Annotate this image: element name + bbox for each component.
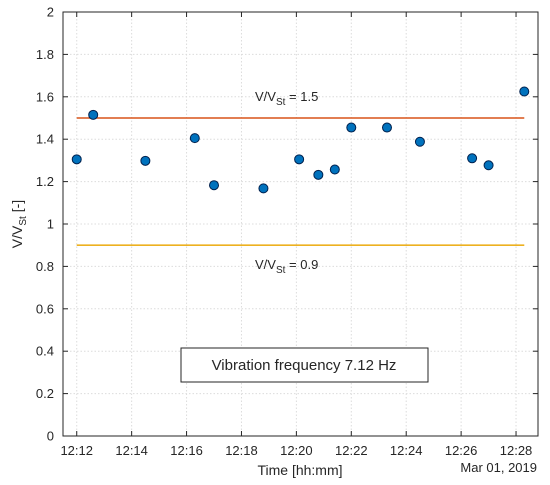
y-tick-label: 0.4 xyxy=(36,344,54,359)
x-tick-label: 12:18 xyxy=(225,443,258,458)
x-axis-label: Time [hh:mm] xyxy=(257,462,342,478)
hline-lower-label: V/VSt = 0.9 xyxy=(255,257,318,276)
data-point xyxy=(483,160,494,171)
data-point xyxy=(209,180,220,191)
data-point xyxy=(88,109,99,120)
x-axis-ticks: 12:12 12:14 12:16 12:18 12:20 12:22 12:24 12:26… xyxy=(60,12,532,458)
y-tick-label: 2 xyxy=(47,5,54,20)
y-tick-label: 1.2 xyxy=(36,174,54,189)
hline-lower-label-suffix: = 0.9 xyxy=(285,257,318,272)
reference-lines xyxy=(76,117,525,246)
data-point xyxy=(258,183,269,194)
y-tick-label: 1 xyxy=(47,217,54,232)
x-tick-label: 12:26 xyxy=(445,443,478,458)
x-tick-label: 12:12 xyxy=(60,443,93,458)
x-tick-label: 12:20 xyxy=(280,443,313,458)
hline-lower-label-main: V/V xyxy=(255,257,276,272)
y-tick-label: 0.6 xyxy=(36,301,54,316)
y-axis-label: V/VSt [-] xyxy=(9,200,29,248)
hline-upper-label-main: V/V xyxy=(255,89,276,104)
annotation-text: Vibration frequency 7.12 Hz xyxy=(212,357,397,374)
y-axis-label-sub: St xyxy=(18,216,29,226)
data-point xyxy=(329,164,340,175)
data-point xyxy=(140,155,151,166)
data-point xyxy=(414,136,425,147)
hline-upper-label: V/VSt = 1.5 xyxy=(255,89,318,108)
data-point xyxy=(381,122,392,133)
x-tick-label: 12:28 xyxy=(500,443,533,458)
y-tick-label: 0.8 xyxy=(36,259,54,274)
y-tick-label: 1.4 xyxy=(36,132,54,147)
x-tick-label: 12:16 xyxy=(170,443,203,458)
data-point xyxy=(346,122,357,133)
y-axis-label-suffix: [-] xyxy=(9,200,25,216)
x-tick-label: 12:22 xyxy=(335,443,368,458)
hline-upper-label-sub: St xyxy=(276,97,286,108)
data-point xyxy=(519,86,530,97)
y-tick-label: 1.8 xyxy=(36,47,54,62)
data-point xyxy=(294,154,305,165)
x-tick-label: 12:14 xyxy=(115,443,148,458)
hline-lower-label-sub: St xyxy=(276,265,286,276)
data-point xyxy=(313,169,324,180)
y-tick-label: 0.2 xyxy=(36,386,54,401)
date-label: Mar 01, 2019 xyxy=(460,460,537,475)
data-point xyxy=(71,154,82,165)
x-tick-label: 12:24 xyxy=(390,443,423,458)
y-axis-ticks: 0 0.2 0.4 0.6 0.8 1 1.2 1.4 1.6 1.8 2 xyxy=(36,5,538,444)
data-points xyxy=(71,86,530,194)
annotation-box xyxy=(180,347,429,383)
hline-upper-label-suffix: = 1.5 xyxy=(285,89,318,104)
y-tick-label: 1.6 xyxy=(36,89,54,104)
y-axis-label-main: V/V xyxy=(9,225,25,248)
data-point xyxy=(189,133,200,144)
data-point xyxy=(467,153,478,164)
y-tick-label: 0 xyxy=(47,429,54,444)
